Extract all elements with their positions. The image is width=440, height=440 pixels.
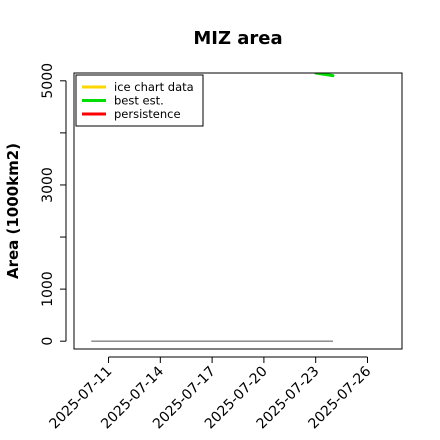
legend-box bbox=[75, 74, 204, 127]
y-tick-label: 3000 bbox=[40, 167, 56, 203]
chart-title: MIZ area bbox=[193, 28, 282, 49]
y-axis: 0 1000 3000 5000 bbox=[40, 63, 67, 346]
legend-label: best est. bbox=[114, 94, 164, 108]
y-tick-label: 0 bbox=[40, 337, 56, 346]
y-tick-label: 5000 bbox=[40, 63, 56, 99]
y-tick-label: 1000 bbox=[40, 271, 56, 307]
plot-frame bbox=[73, 72, 403, 350]
y-axis-label: Area (1000km2) bbox=[4, 143, 22, 279]
legend-label: ice chart data bbox=[114, 80, 194, 94]
legend-label: persistence bbox=[114, 107, 181, 121]
